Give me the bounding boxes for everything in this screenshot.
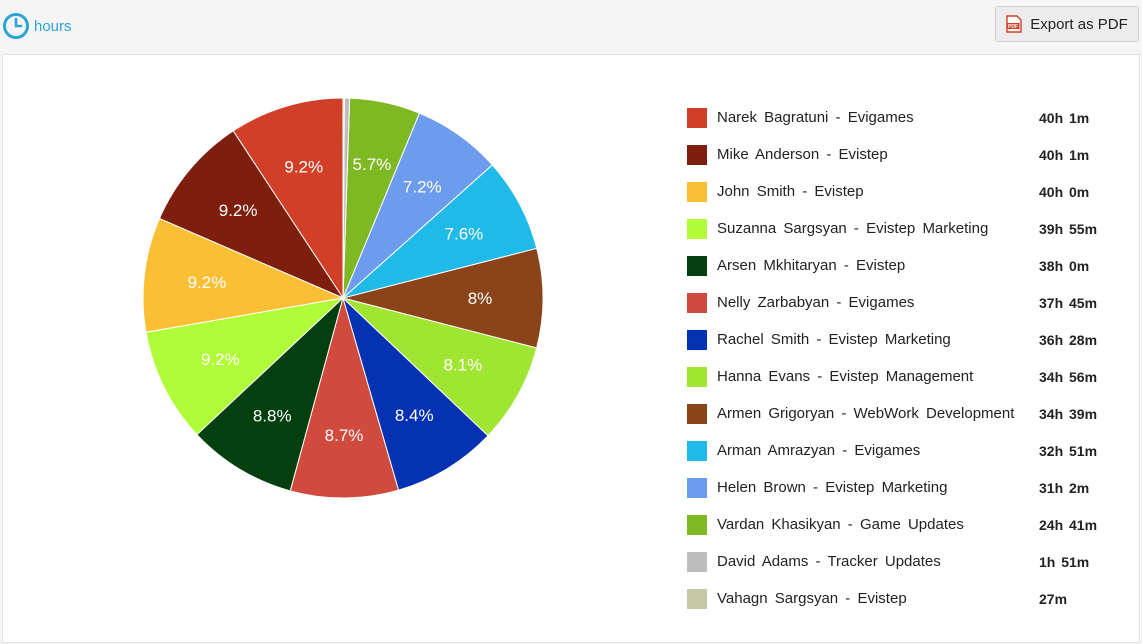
pdf-icon-text: PDF bbox=[1008, 24, 1018, 30]
legend-swatch bbox=[687, 366, 707, 387]
slice-percent-label: 7.2% bbox=[403, 177, 442, 196]
legend-swatch bbox=[687, 255, 707, 276]
legend-item[interactable]: Rachel Smith - Evistep Marketing 36h 28m bbox=[687, 321, 1127, 358]
legend-name: Arman Amrazyan - Evigames bbox=[717, 442, 921, 459]
legend-value: 34h 39m bbox=[1039, 405, 1098, 422]
pie-slice[interactable] bbox=[342, 164, 538, 299]
legend-item[interactable]: Armen Grigoryan - WebWork Development 34h… bbox=[687, 395, 1127, 432]
legend-value: 32h 51m bbox=[1039, 442, 1098, 459]
legend-name: Narek Bagratuni - Evigames bbox=[717, 109, 914, 126]
legend-item[interactable]: Arman Amrazyan - Evigames 32h 51m bbox=[687, 432, 1127, 469]
legend-name: Mike Anderson - Evistep bbox=[717, 146, 888, 163]
chart-panel: 9.2% 9.2% 9.2% 9.2% 8.8% 8.7% 8.4% 8.1% 8% 7.6% 7.… bbox=[2, 54, 1140, 643]
legend-item[interactable]: Vahagn Sargsyan - Evistep 27m bbox=[687, 580, 1127, 617]
hours-label: hours bbox=[34, 17, 72, 35]
legend-swatch bbox=[687, 477, 707, 498]
legend-name: Helen Brown - Evistep Marketing bbox=[717, 479, 948, 496]
legend-name: David Adams - Tracker Updates bbox=[717, 553, 941, 570]
legend-item[interactable]: John Smith - Evistep 40h 0m bbox=[687, 173, 1127, 210]
legend-item[interactable]: Narek Bagratuni - Evigames 40h 1m bbox=[687, 99, 1127, 136]
slice-percent-label: 9.2% bbox=[284, 158, 323, 177]
legend-value: 40h 1m bbox=[1039, 146, 1090, 163]
pie-slice[interactable] bbox=[341, 297, 538, 437]
legend-value: 40h 0m bbox=[1039, 183, 1090, 200]
legend-name: Arsen Mkhitaryan - Evistep bbox=[717, 257, 906, 274]
legend-name: Suzanna Sargsyan - Evistep Marketing bbox=[717, 220, 989, 237]
slice-percent-label: 9.2% bbox=[219, 201, 258, 220]
pie-chart: 9.2% 9.2% 9.2% 9.2% 8.8% 8.7% 8.4% 8.1% 8% 7.6% 7.… bbox=[142, 97, 544, 499]
legend-value: 40h 1m bbox=[1039, 109, 1090, 126]
legend-swatch bbox=[687, 292, 707, 313]
legend-swatch bbox=[687, 144, 707, 165]
slice-percent-label: 8.8% bbox=[253, 406, 292, 425]
pdf-icon: PDF bbox=[1006, 15, 1022, 33]
legend-name: Hanna Evans - Evistep Management bbox=[717, 368, 974, 385]
pie-slice[interactable] bbox=[342, 296, 489, 491]
legend-swatch bbox=[687, 440, 707, 461]
legend-item[interactable]: David Adams - Tracker Updates 1h 51m bbox=[687, 543, 1127, 580]
pie-slice[interactable] bbox=[232, 97, 344, 300]
pie-slice[interactable] bbox=[342, 97, 345, 299]
legend-item[interactable]: Helen Brown - Evistep Marketing 31h 2m bbox=[687, 469, 1127, 506]
legend-swatch bbox=[687, 218, 707, 239]
slice-percent-label: 8% bbox=[468, 289, 493, 308]
slice-percent-label: 5.7% bbox=[353, 155, 392, 174]
clock-icon bbox=[3, 13, 29, 39]
legend-swatch bbox=[687, 588, 707, 609]
hours-link[interactable]: hours bbox=[2, 10, 72, 42]
legend-item[interactable]: Nelly Zarbabyan - Evigames 37h 45m bbox=[687, 284, 1127, 321]
slice-percent-label: 9.2% bbox=[201, 350, 240, 369]
legend-value: 37h 45m bbox=[1039, 294, 1098, 311]
legend-name: Armen Grigoryan - WebWork Development bbox=[717, 405, 1015, 422]
pie-slice[interactable] bbox=[342, 247, 544, 349]
legend-item[interactable]: Suzanna Sargsyan - Evistep Marketing 39h … bbox=[687, 210, 1127, 247]
slice-percent-label: 8.4% bbox=[395, 406, 434, 425]
pie-slice[interactable] bbox=[145, 297, 345, 436]
toolbar: hours PDF Export as PDF bbox=[0, 0, 1142, 52]
legend-value: 24h 41m bbox=[1039, 516, 1098, 533]
slice-percent-label: 9.2% bbox=[188, 273, 227, 292]
legend-value: 38h 0m bbox=[1039, 257, 1090, 274]
legend-name: Vardan Khasikyan - Game Updates bbox=[717, 516, 964, 533]
legend-item[interactable]: Hanna Evans - Evistep Management 34h 56m bbox=[687, 358, 1127, 395]
legend-item[interactable]: Mike Anderson - Evistep 40h 1m bbox=[687, 136, 1127, 173]
legend-swatch bbox=[687, 107, 707, 128]
export-label: Export as PDF bbox=[1030, 15, 1128, 33]
pie-slice[interactable] bbox=[196, 296, 344, 492]
pie-slice[interactable] bbox=[289, 296, 400, 499]
legend: Narek Bagratuni - Evigames 40h 1m Mike And… bbox=[687, 99, 1127, 617]
legend-value: 34h 56m bbox=[1039, 368, 1098, 385]
pie-slice[interactable] bbox=[142, 217, 345, 333]
legend-item[interactable]: Arsen Mkhitaryan - Evistep 38h 0m bbox=[687, 247, 1127, 284]
legend-item[interactable]: Vardan Khasikyan - Game Updates 24h 41m bbox=[687, 506, 1127, 543]
legend-swatch bbox=[687, 551, 707, 572]
legend-swatch bbox=[687, 514, 707, 535]
legend-value: 1h 51m bbox=[1039, 553, 1090, 570]
export-pdf-button[interactable]: PDF Export as PDF bbox=[995, 6, 1139, 42]
legend-swatch bbox=[687, 403, 707, 424]
legend-value: 39h 55m bbox=[1039, 220, 1098, 237]
pie-slice[interactable] bbox=[158, 130, 345, 300]
legend-value: 27m bbox=[1039, 590, 1068, 607]
legend-name: John Smith - Evistep bbox=[717, 183, 864, 200]
slice-percent-label: 8.1% bbox=[443, 355, 482, 374]
legend-swatch bbox=[687, 329, 707, 350]
legend-name: Rachel Smith - Evistep Marketing bbox=[717, 331, 951, 348]
legend-value: 31h 2m bbox=[1039, 479, 1090, 496]
legend-name: Vahagn Sargsyan - Evistep bbox=[717, 590, 907, 607]
slice-percent-label: 7.6% bbox=[445, 225, 484, 244]
legend-name: Nelly Zarbabyan - Evigames bbox=[717, 294, 915, 311]
legend-swatch bbox=[687, 181, 707, 202]
legend-value: 36h 28m bbox=[1039, 331, 1098, 348]
slice-percent-label: 8.7% bbox=[325, 426, 364, 445]
